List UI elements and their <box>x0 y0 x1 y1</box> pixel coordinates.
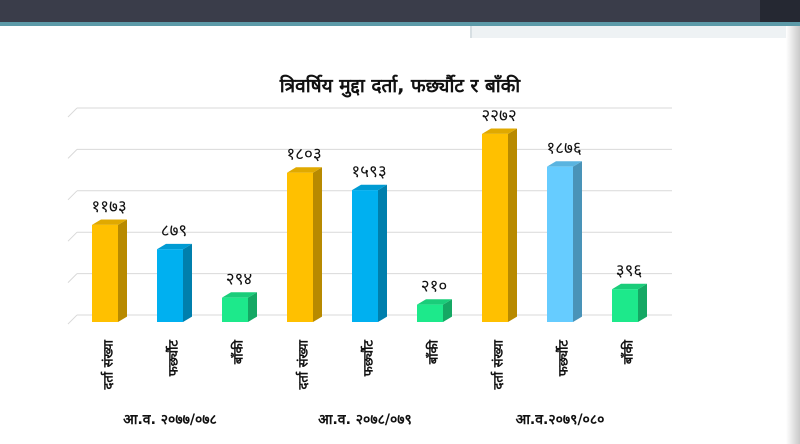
category-label: फर्छ्यौट <box>556 340 572 378</box>
bar-top <box>157 243 192 250</box>
data-label: २९४ <box>226 270 253 290</box>
chart-title: त्रिवर्षिय मुद्दा दर्ता, फर्छ्यौट र बाँक… <box>279 75 521 97</box>
data-label: ३९६ <box>616 261 643 281</box>
category-label: फर्छ्यौट <box>166 340 182 378</box>
bar-side <box>638 283 647 322</box>
data-label: १८७६ <box>546 139 582 159</box>
gridline-edge <box>67 273 78 283</box>
bar-top <box>287 167 322 173</box>
bar <box>222 297 248 322</box>
gridline-edge <box>67 107 78 118</box>
data-label: ८७९ <box>161 221 188 241</box>
bar-side <box>118 219 127 322</box>
bar-side <box>508 128 517 322</box>
bar <box>417 304 443 322</box>
slide-accent-band <box>470 26 800 38</box>
bar-top <box>547 161 582 167</box>
category-label: बाँकी <box>426 339 442 365</box>
bar <box>92 224 118 322</box>
gridline-edge <box>67 314 78 325</box>
bar <box>482 133 508 322</box>
bar-top <box>92 219 127 225</box>
bar <box>157 249 183 322</box>
data-label: १८०३ <box>286 145 321 165</box>
category-label: दर्ता संख्या <box>296 339 312 390</box>
bar-side <box>443 299 452 322</box>
data-label: १५९३ <box>351 162 386 182</box>
bar-top <box>222 292 257 298</box>
group-label: आ.व. २०७८/०७९ <box>318 412 412 428</box>
bar-top <box>482 128 517 134</box>
category-label: दर्ता संख्या <box>491 339 507 390</box>
category-label: बाँकी <box>231 339 247 365</box>
data-label: २१० <box>421 277 448 297</box>
slide-accent-line <box>0 22 800 26</box>
gridline-edge <box>67 190 78 201</box>
group-label: आ.व.२०७९/०८० <box>516 412 605 428</box>
bar-top <box>417 299 452 305</box>
bar <box>547 166 573 322</box>
group-label: आ.व. २०७७/०७८ <box>123 412 217 428</box>
bar-side <box>378 184 387 322</box>
category-label: बाँकी <box>621 339 637 365</box>
bar <box>287 172 313 322</box>
category-label: फर्छ्यौट <box>361 340 377 378</box>
bar <box>352 190 378 322</box>
bar-side <box>573 161 582 322</box>
bar <box>612 289 638 322</box>
slide-corner-block <box>760 0 800 26</box>
data-label: ११७३ <box>91 197 126 217</box>
bar-top <box>352 184 387 191</box>
category-label: दर्ता संख्या <box>101 339 117 390</box>
bar-side <box>183 243 192 322</box>
bar-side <box>248 292 257 322</box>
gridline-edge <box>67 231 78 242</box>
slide-top-bar <box>0 0 800 22</box>
data-label: २२७२ <box>481 106 516 126</box>
gridline-edge <box>67 149 78 159</box>
bar-top <box>612 283 647 290</box>
bar-side <box>313 167 322 322</box>
slide-edge-shadow <box>786 26 800 444</box>
